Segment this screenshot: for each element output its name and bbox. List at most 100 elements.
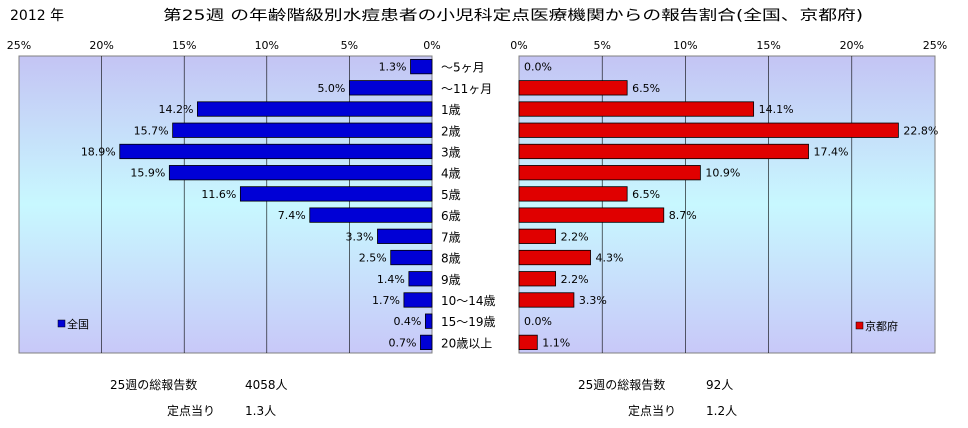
kyoto-value-label: 1.1% bbox=[542, 336, 570, 349]
national-per-label: 定点当り bbox=[167, 403, 215, 418]
kyoto-legend: 京都府 bbox=[855, 319, 898, 333]
year-label: 2012 年 bbox=[10, 8, 64, 24]
national-bar bbox=[309, 207, 433, 223]
kyoto-per-value: 1.2人 bbox=[706, 404, 737, 418]
national-tick-label: 15% bbox=[172, 39, 196, 52]
kyoto-bar bbox=[518, 292, 575, 308]
national-value-label: 0.4% bbox=[393, 315, 421, 328]
age-group-label: ～5ヶ月 bbox=[441, 61, 485, 75]
age-group-labels: ～5ヶ月 ～11ヶ月 1歳 2歳 3歳 4歳 5歳 6歳 7歳 8歳 9歳 10～14歳 15～19歳 2… bbox=[441, 61, 496, 351]
national-value-label: 15.9% bbox=[130, 167, 165, 180]
national-legend-swatch bbox=[57, 319, 66, 328]
kyoto-tick-label: 0% bbox=[510, 39, 527, 52]
national-total-label: 25週の総報告数 bbox=[110, 377, 197, 392]
kyoto-value-label: 8.7% bbox=[669, 209, 697, 222]
national-tick-label: 0% bbox=[423, 39, 440, 52]
kyoto-bar bbox=[518, 207, 665, 223]
kyoto-bar bbox=[518, 122, 899, 138]
age-group-label: 3歳 bbox=[441, 145, 461, 159]
national-value-label: 1.3% bbox=[379, 61, 407, 74]
kyoto-value-label: 6.5% bbox=[632, 188, 660, 201]
national-bar bbox=[420, 334, 433, 351]
national-tick-label: 25% bbox=[7, 39, 31, 52]
national-bar bbox=[408, 271, 433, 287]
kyoto-bar bbox=[518, 165, 701, 181]
kyoto-legend-label: 京都府 bbox=[865, 319, 898, 333]
national-tick-label: 5% bbox=[341, 39, 358, 52]
national-bars bbox=[119, 58, 433, 351]
age-group-label: 5歳 bbox=[441, 188, 461, 202]
age-group-label: 2歳 bbox=[441, 124, 461, 138]
national-value-label: 3.3% bbox=[346, 230, 374, 243]
national-bar bbox=[390, 249, 433, 266]
kyoto-bar bbox=[518, 228, 557, 244]
age-group-label: 4歳 bbox=[441, 167, 461, 181]
national-value-label: 14.2% bbox=[158, 103, 193, 116]
national-per-value: 1.3人 bbox=[245, 404, 276, 418]
age-group-label: 7歳 bbox=[441, 230, 461, 244]
kyoto-value-label: 14.1% bbox=[759, 103, 794, 116]
age-group-label: 6歳 bbox=[441, 209, 461, 223]
age-group-label: 20歳以上 bbox=[441, 336, 492, 350]
national-bar bbox=[424, 313, 433, 329]
national-value-label: 18.9% bbox=[81, 145, 116, 158]
national-tick-label: 20% bbox=[89, 39, 113, 52]
kyoto-bars bbox=[518, 80, 899, 351]
kyoto-plot-area bbox=[518, 55, 936, 354]
kyoto-value-label: 10.9% bbox=[705, 167, 740, 180]
chart-title: 第25週 の年齢階級別水痘患者の小児科定点医療機関からの報告割合(全国、京都府) bbox=[163, 7, 863, 24]
kyoto-value-labels: 0.0% 6.5% 14.1% 22.8% 17.4% 10.9% 6.5% 8.7% 2.2%… bbox=[524, 61, 938, 350]
national-value-label: 15.7% bbox=[134, 124, 169, 137]
kyoto-per-label: 定点当り bbox=[628, 403, 676, 418]
age-group-label: 8歳 bbox=[441, 252, 461, 266]
national-bar bbox=[377, 228, 433, 244]
kyoto-tick-label: 10% bbox=[673, 39, 697, 52]
national-bar bbox=[239, 186, 433, 202]
kyoto-bar bbox=[518, 249, 591, 266]
national-value-label: 11.6% bbox=[201, 188, 236, 201]
kyoto-bar bbox=[518, 186, 628, 202]
kyoto-value-label: 4.3% bbox=[596, 252, 624, 265]
national-bar bbox=[197, 101, 433, 117]
kyoto-tick-label: 15% bbox=[756, 39, 780, 52]
kyoto-axis-ticks: 0% 5% 10% 15% 20% 25% bbox=[510, 39, 947, 52]
kyoto-value-label: 0.0% bbox=[524, 61, 552, 74]
kyoto-tick-label: 25% bbox=[923, 39, 947, 52]
kyoto-value-label: 3.3% bbox=[579, 294, 607, 307]
kyoto-value-label: 17.4% bbox=[814, 145, 849, 158]
national-bar bbox=[403, 292, 433, 308]
national-value-label: 1.4% bbox=[377, 273, 405, 286]
national-legend: 全国 bbox=[57, 317, 89, 331]
kyoto-value-label: 2.2% bbox=[561, 273, 589, 286]
age-group-label: 9歳 bbox=[441, 273, 461, 287]
national-value-label: 0.7% bbox=[388, 336, 416, 349]
kyoto-value-label: 2.2% bbox=[561, 230, 589, 243]
kyoto-total-label: 25週の総報告数 bbox=[578, 377, 665, 392]
kyoto-bar bbox=[518, 80, 628, 96]
national-bar bbox=[348, 80, 433, 96]
kyoto-value-label: 0.0% bbox=[524, 315, 552, 328]
national-value-labels: 1.3% 5.0% 14.2% 15.7% 18.9% 15.9% 11.6% 7.4% 3.3… bbox=[81, 61, 422, 350]
kyoto-bar bbox=[518, 101, 755, 117]
kyoto-bar bbox=[518, 143, 809, 160]
age-group-label: 1歳 bbox=[441, 103, 461, 117]
kyoto-bar bbox=[518, 271, 557, 287]
national-tick-label: 10% bbox=[255, 39, 279, 52]
national-axis-ticks: 25% 20% 15% 10% 5% 0% bbox=[7, 39, 441, 52]
national-value-label: 2.5% bbox=[359, 252, 387, 265]
kyoto-legend-swatch bbox=[855, 321, 864, 330]
national-value-label: 7.4% bbox=[278, 209, 306, 222]
national-legend-label: 全国 bbox=[67, 317, 89, 331]
age-group-label: 15～19歳 bbox=[441, 315, 496, 329]
national-bar bbox=[168, 165, 433, 181]
national-bar bbox=[119, 143, 433, 160]
national-bar bbox=[410, 58, 433, 75]
national-total-value: 4058人 bbox=[245, 378, 288, 392]
kyoto-tick-label: 20% bbox=[840, 39, 864, 52]
kyoto-tick-label: 5% bbox=[593, 39, 610, 52]
kyoto-bar bbox=[518, 334, 538, 351]
national-value-label: 1.7% bbox=[372, 294, 400, 307]
kyoto-value-label: 22.8% bbox=[903, 124, 938, 137]
